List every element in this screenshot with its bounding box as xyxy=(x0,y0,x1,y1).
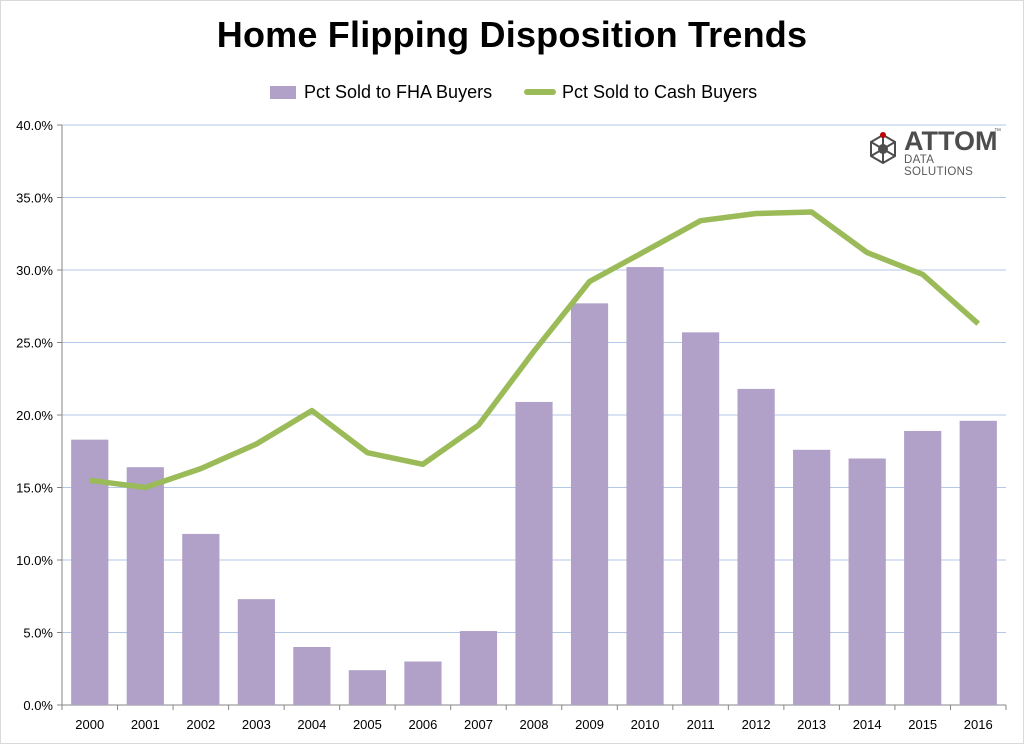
bar-fha xyxy=(737,388,775,705)
chart-legend: Pct Sold to FHA Buyers Pct Sold to Cash … xyxy=(0,80,1024,104)
bar-fha xyxy=(959,420,997,705)
x-tick-label: 2000 xyxy=(75,717,104,732)
y-tick-label: 5.0% xyxy=(23,626,53,641)
y-tick-label: 10.0% xyxy=(16,553,53,568)
bar-fha xyxy=(459,631,498,705)
y-tick-label: 40.0% xyxy=(16,118,53,133)
y-tick-label: 30.0% xyxy=(16,263,53,278)
bar-fha xyxy=(515,401,553,705)
attom-logo-word: ATTOM xyxy=(904,126,998,156)
bar-fha xyxy=(348,670,387,705)
x-tick-label: 2001 xyxy=(131,717,160,732)
x-tick-label: 2004 xyxy=(297,717,326,732)
bar-fha xyxy=(793,449,831,705)
legend-swatch-cash xyxy=(524,89,556,95)
attom-logo-subtitle: DATA SOLUTIONS xyxy=(904,154,974,178)
bar-fha xyxy=(681,332,720,705)
x-tick-label: 2010 xyxy=(631,717,660,732)
legend-label-cash: Pct Sold to Cash Buyers xyxy=(562,81,758,102)
x-tick-label: 2007 xyxy=(464,717,493,732)
bar-fha xyxy=(570,303,609,705)
bar-fha xyxy=(848,458,886,705)
x-tick-label: 2012 xyxy=(742,717,771,732)
attom-logo: ATTOM ™ DATA SOLUTIONS xyxy=(866,126,1006,178)
x-tick-label: 2006 xyxy=(408,717,437,732)
y-tick-label: 15.0% xyxy=(16,481,53,496)
x-tick-label: 2011 xyxy=(687,717,715,732)
bar-fha xyxy=(626,267,664,705)
x-tick-label: 2013 xyxy=(797,717,826,732)
x-tick-label: 2014 xyxy=(853,717,882,732)
y-tick-label: 0.0% xyxy=(23,698,53,713)
y-tick-label: 35.0% xyxy=(16,191,53,206)
y-tick-label: 20.0% xyxy=(16,408,53,423)
legend-item-fha: Pct Sold to FHA Buyers xyxy=(270,80,492,104)
x-tick-label: 2016 xyxy=(964,717,993,732)
line-cash xyxy=(89,209,981,491)
legend-swatch-fha xyxy=(270,85,296,99)
bar-fha xyxy=(182,533,220,705)
x-tick-label: 2003 xyxy=(242,717,271,732)
legend-label-fha: Pct Sold to FHA Buyers xyxy=(304,81,493,102)
bar-fha xyxy=(237,599,275,705)
legend-item-cash: Pct Sold to Cash Buyers xyxy=(524,80,757,104)
x-tick-label: 2015 xyxy=(908,717,937,732)
x-tick-label: 2008 xyxy=(520,717,549,732)
attom-logo-mark-icon xyxy=(870,132,896,165)
bar-fha xyxy=(404,661,442,705)
x-tick-label: 2009 xyxy=(575,717,604,732)
y-tick-label: 25.0% xyxy=(16,336,53,351)
x-tick-label: 2002 xyxy=(186,717,215,732)
x-tick-label: 2005 xyxy=(353,717,382,732)
attom-logo-tm: ™ xyxy=(994,128,1001,135)
bar-fha xyxy=(293,647,331,705)
bar-fha xyxy=(904,430,942,705)
chart-title: Home Flipping Disposition Trends xyxy=(216,14,808,55)
bar-fha xyxy=(126,467,164,705)
